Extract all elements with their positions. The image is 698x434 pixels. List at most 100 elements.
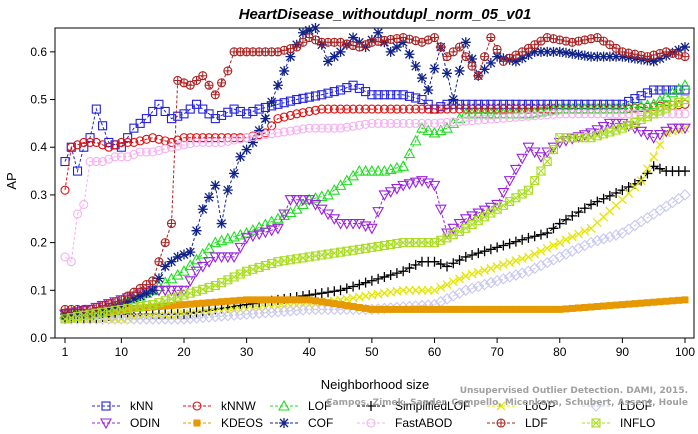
legend-item-fastabod: FastABOD <box>357 416 453 430</box>
point-cof-22 <box>197 204 208 215</box>
point-loop-94 <box>649 152 659 162</box>
point-knn-3 <box>79 142 89 152</box>
point-kdeos-42 <box>324 299 332 307</box>
point-loop-62 <box>448 277 458 287</box>
point-kdeos-94 <box>650 298 658 306</box>
point-knnw-44 <box>336 104 346 114</box>
point-odin-21 <box>190 266 203 278</box>
point-knn-78 <box>548 99 559 109</box>
legend-swatch-marker-odin <box>100 418 112 430</box>
x-tick-label-8: 80 <box>553 345 567 359</box>
point-loop-80 <box>561 235 571 245</box>
point-kdeos-73 <box>518 305 526 313</box>
point-cof-47 <box>354 37 365 48</box>
point-lof-70 <box>497 107 510 119</box>
point-fastabod-82 <box>573 109 584 119</box>
point-cof-73 <box>517 53 528 64</box>
point-knnw-55 <box>404 104 414 114</box>
point-lof-93 <box>641 99 654 110</box>
x-tick-label-3: 30 <box>240 345 254 359</box>
point-knnw-58 <box>423 104 433 114</box>
point-odin-17 <box>165 285 178 297</box>
point-cof-58 <box>423 85 434 95</box>
series-knn <box>60 80 690 176</box>
point-simplifiedlof-63 <box>454 255 465 266</box>
point-ldof-71 <box>503 271 516 283</box>
point-simplifiedlof-47 <box>354 279 365 290</box>
point-cof-44 <box>335 46 346 57</box>
point-odin-46 <box>347 218 360 230</box>
legend-label-cof: COF <box>308 416 333 430</box>
point-kdeos-82 <box>575 304 583 312</box>
point-ldof-20 <box>184 312 197 325</box>
point-knn-37 <box>292 94 302 105</box>
y-tick-label-1: 0.1 <box>30 283 47 297</box>
point-knn-54 <box>398 90 408 100</box>
x-tick-label-6: 60 <box>428 345 442 359</box>
point-kdeos-89 <box>618 301 626 309</box>
point-loop-73 <box>517 254 527 264</box>
legend-label-inflo: INFLO <box>620 416 655 430</box>
point-simplifiedlof-64 <box>460 251 471 262</box>
point-fastabod-98 <box>674 109 684 119</box>
point-knnw-60 <box>436 104 446 114</box>
point-ldof-77 <box>541 256 554 269</box>
point-ldf-90 <box>624 48 634 58</box>
y-tick-label-3: 0.3 <box>30 188 47 202</box>
point-odin-99 <box>679 123 691 135</box>
point-cof-23 <box>204 192 215 203</box>
point-ldf-65 <box>467 61 477 71</box>
series-line-loop <box>65 127 686 320</box>
point-ldf-81 <box>567 37 577 47</box>
watermark-line-1: Unsupervised Outlier Detection. DAMI, 20… <box>460 386 688 396</box>
legend-item-cof: COF <box>270 416 333 430</box>
point-ldf-37 <box>292 42 302 52</box>
point-knn-25 <box>217 110 227 120</box>
point-ldof-31 <box>253 307 265 319</box>
point-cof-43 <box>329 51 340 62</box>
point-knn-29 <box>242 109 252 119</box>
point-fastabod-78 <box>548 109 559 119</box>
series-line-fastabod <box>64 113 685 263</box>
point-fastabod-36 <box>285 126 296 136</box>
point-odin-70 <box>497 187 510 199</box>
point-knn-96 <box>661 85 671 95</box>
point-lof-79 <box>553 102 566 114</box>
point-ldof-87 <box>604 231 616 243</box>
point-fastabod-5 <box>91 156 101 167</box>
point-simplifiedlof-69 <box>492 242 503 253</box>
point-odin-54 <box>397 180 410 192</box>
point-loop-93 <box>642 164 652 174</box>
point-kdeos-22 <box>199 299 207 307</box>
point-knn-16 <box>160 106 170 117</box>
point-simplifiedlof-72 <box>510 236 521 247</box>
point-knn-40 <box>310 91 321 101</box>
point-cof-59 <box>429 63 440 74</box>
plot-frame <box>54 27 695 339</box>
point-fastabod-73 <box>517 112 527 122</box>
point-kdeos-29 <box>243 296 251 304</box>
point-ldf-64 <box>461 52 471 62</box>
point-ldf-79 <box>555 35 565 45</box>
point-knn-24 <box>210 114 220 124</box>
point-fastabod-67 <box>480 115 490 125</box>
point-knn-53 <box>392 90 402 100</box>
point-loop-54 <box>398 285 408 295</box>
point-ldof-90 <box>622 223 635 236</box>
point-cof-26 <box>222 185 233 196</box>
point-fastabod-48 <box>361 119 371 129</box>
point-knn-38 <box>298 93 308 103</box>
point-lof-66 <box>472 107 485 119</box>
point-knnw-59 <box>429 104 440 114</box>
point-knn-26 <box>223 107 233 117</box>
point-ldof-19 <box>178 313 190 325</box>
point-loop-72 <box>511 256 521 266</box>
point-cof-81 <box>567 48 578 59</box>
point-knn-41 <box>317 90 327 100</box>
y-tick-label-6: 0.6 <box>30 45 47 59</box>
point-loop-61 <box>442 280 452 290</box>
point-knnw-24 <box>210 133 220 143</box>
point-kdeos-60 <box>437 305 445 313</box>
point-kdeos-55 <box>405 305 413 313</box>
